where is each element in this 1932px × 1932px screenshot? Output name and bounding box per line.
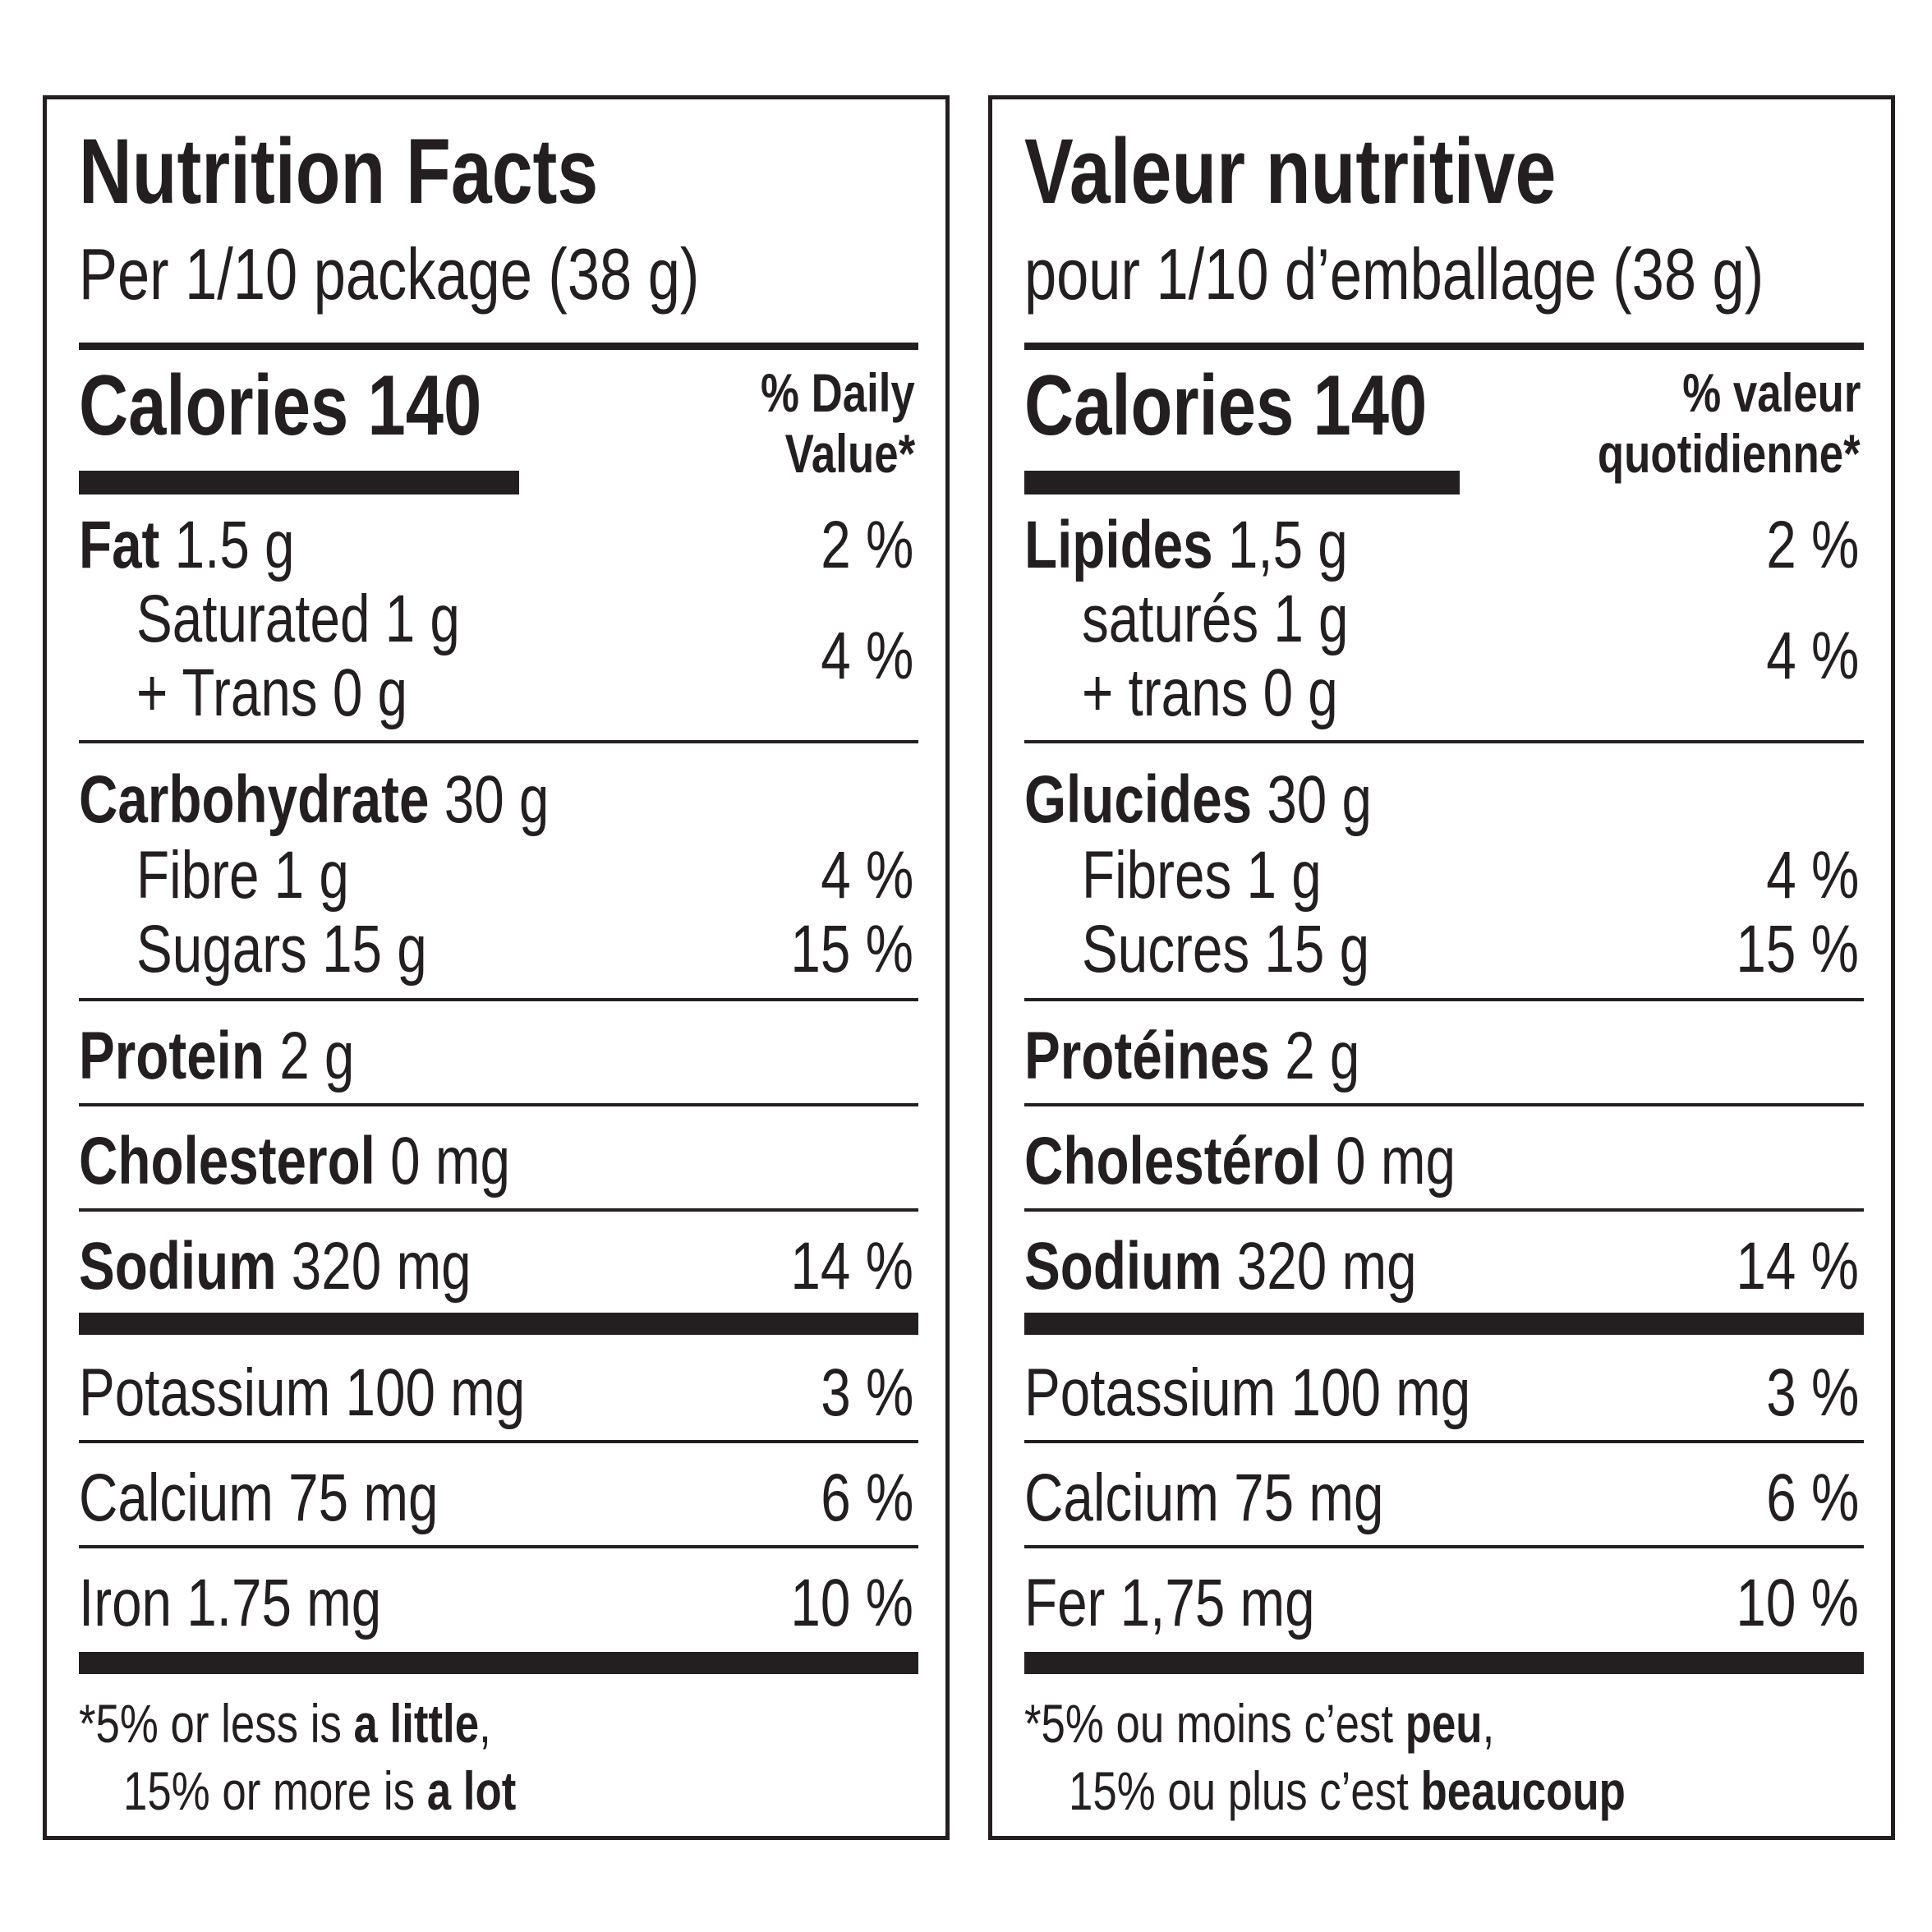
serving-size: pour 1/10 d’emballage (38 g) xyxy=(1024,233,1764,315)
divider xyxy=(79,1208,918,1212)
thick-divider xyxy=(79,1313,918,1335)
sat-trans-dv: 4 % xyxy=(820,619,913,693)
thick-divider xyxy=(1024,1652,1864,1674)
thick-divider xyxy=(79,1652,918,1674)
sodium-row: Sodium 320 mg xyxy=(79,1229,472,1304)
calcium-row: Calcium 75 mg xyxy=(79,1460,439,1535)
sugars-dv: 15 % xyxy=(790,912,913,987)
footnote: *5% or less is a little, 15% or more is … xyxy=(79,1693,517,1821)
potassium-dv: 3 % xyxy=(1765,1355,1859,1430)
nutrition-facts-panel-french: Valeur nutritive pour 1/10 d’emballage (… xyxy=(988,95,1895,1840)
thick-divider xyxy=(1024,1313,1864,1335)
calories-label: Calories 140 xyxy=(79,358,482,453)
daily-value-header: % Daily Value* xyxy=(761,362,915,484)
divider xyxy=(79,740,918,743)
protein-row: Protéines 2 g xyxy=(1024,1019,1360,1093)
sodium-dv: 14 % xyxy=(790,1229,913,1304)
carbohydrate-row: Carbohydrate 30 g xyxy=(79,762,550,837)
footnote: *5% ou moins c’est peu, 15% ou plus c’es… xyxy=(1024,1693,1626,1821)
sugars-row: Sucres 15 g xyxy=(1082,912,1370,987)
carbohydrate-row: Glucides 30 g xyxy=(1024,762,1372,837)
protein-row: Protein 2 g xyxy=(79,1019,355,1093)
panel-title: Nutrition Facts xyxy=(79,120,599,223)
fat-row: Lipides 1,5 g xyxy=(1024,508,1348,582)
iron-row: Iron 1.75 mg xyxy=(79,1566,382,1640)
fat-row: Fat 1.5 g xyxy=(79,508,295,582)
calcium-row: Calcium 75 mg xyxy=(1024,1460,1384,1535)
fibre-row: Fibre 1 g xyxy=(136,838,349,913)
calories-underline xyxy=(1024,471,1460,494)
sugars-row: Sugars 15 g xyxy=(136,912,427,987)
calcium-dv: 6 % xyxy=(1765,1460,1859,1535)
cholesterol-row: Cholestérol 0 mg xyxy=(1024,1124,1456,1198)
thick-divider xyxy=(1024,343,1864,350)
divider xyxy=(1024,740,1864,743)
divider xyxy=(1024,1103,1864,1106)
saturated-row: saturés 1 g xyxy=(1082,582,1349,656)
divider xyxy=(1024,1208,1864,1212)
fat-dv: 2 % xyxy=(1765,508,1859,582)
calories-label: Calories 140 xyxy=(1024,358,1428,453)
divider xyxy=(1024,998,1864,1001)
panel-title: Valeur nutritive xyxy=(1024,120,1557,223)
potassium-row: Potassium 100 mg xyxy=(1024,1355,1471,1430)
daily-value-header: % valeur quotidienne* xyxy=(1598,362,1861,484)
fibre-dv: 4 % xyxy=(1765,838,1859,913)
nutrition-facts-panel-english: Nutrition Facts Per 1/10 package (38 g) … xyxy=(43,95,950,1840)
iron-row: Fer 1,75 mg xyxy=(1024,1566,1315,1640)
trans-row: + trans 0 g xyxy=(1082,656,1338,730)
sat-trans-dv: 4 % xyxy=(1765,619,1859,693)
sodium-dv: 14 % xyxy=(1736,1229,1859,1304)
potassium-dv: 3 % xyxy=(820,1355,913,1430)
divider xyxy=(1024,1545,1864,1548)
fibre-row: Fibres 1 g xyxy=(1082,838,1322,913)
saturated-row: Saturated 1 g xyxy=(136,582,460,656)
divider xyxy=(79,1440,918,1443)
serving-size: Per 1/10 package (38 g) xyxy=(79,233,700,315)
sodium-row: Sodium 320 mg xyxy=(1024,1229,1417,1304)
iron-dv: 10 % xyxy=(790,1566,913,1640)
calcium-dv: 6 % xyxy=(820,1460,913,1535)
fat-dv: 2 % xyxy=(820,508,913,582)
calories-underline xyxy=(79,471,519,494)
divider xyxy=(1024,1440,1864,1443)
divider xyxy=(79,1545,918,1548)
iron-dv: 10 % xyxy=(1736,1566,1859,1640)
divider xyxy=(79,1103,918,1106)
sugars-dv: 15 % xyxy=(1736,912,1859,987)
thick-divider xyxy=(79,343,918,350)
fibre-dv: 4 % xyxy=(820,838,913,913)
potassium-row: Potassium 100 mg xyxy=(79,1355,526,1430)
cholesterol-row: Cholesterol 0 mg xyxy=(79,1124,510,1198)
trans-row: + Trans 0 g xyxy=(136,656,408,730)
divider xyxy=(79,998,918,1001)
